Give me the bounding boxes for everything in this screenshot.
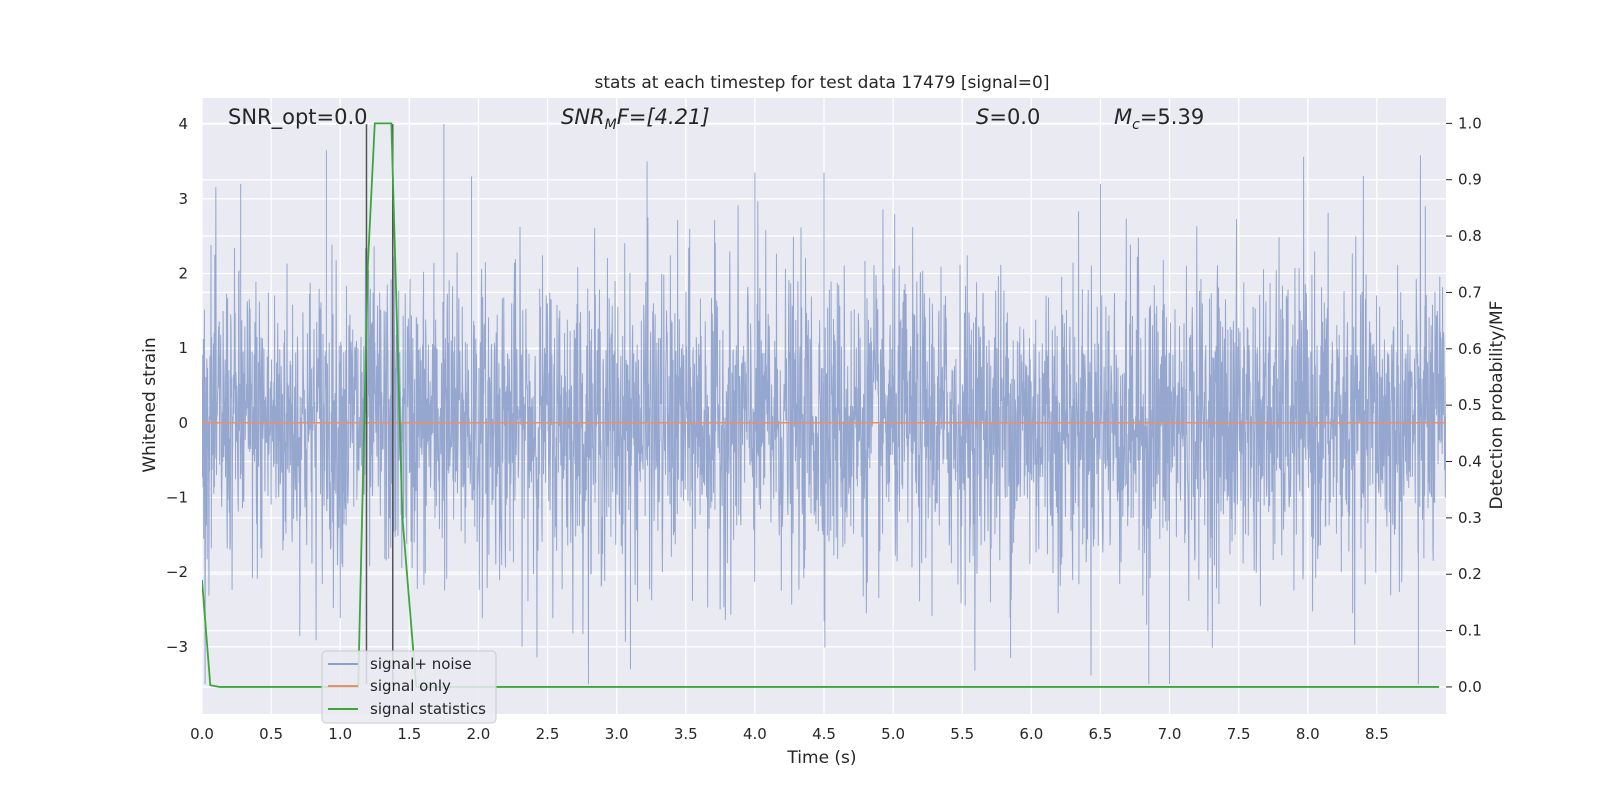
x-tick-label: 8.5 — [1365, 725, 1389, 743]
y-right-tick-label: 0.4 — [1458, 453, 1482, 471]
annotation-mc-rest: =5.39 — [1140, 105, 1204, 129]
x-axis-label: Time (s) — [786, 748, 856, 768]
annotation-snr-opt: SNR_opt=0.0 — [228, 105, 368, 130]
y-right-tick-label: 0.8 — [1458, 227, 1482, 245]
annotation-snr-mf-sub: M — [605, 117, 617, 133]
chart-title: stats at each timestep for test data 174… — [595, 73, 1050, 93]
y-right-tick-label: 0.5 — [1458, 396, 1482, 414]
x-tick-label: 3.5 — [674, 725, 698, 743]
x-tick-label: 1.5 — [397, 725, 421, 743]
legend-box — [321, 650, 497, 724]
x-tick-label: 7.0 — [1158, 725, 1182, 743]
y-right-tick-label: 0.1 — [1458, 622, 1482, 640]
annotation-mc: Mc=5.39 — [1114, 105, 1204, 133]
y-right-tick-label: 0.3 — [1458, 509, 1482, 527]
x-tick-label: 3.0 — [605, 725, 629, 743]
x-tick-label: 8.0 — [1296, 725, 1320, 743]
y-right-tick-label: 0.7 — [1458, 283, 1482, 301]
y-right-tick-label: 1.0 — [1458, 114, 1482, 132]
annotation-mc-sub: c — [1132, 117, 1140, 133]
annotation-s-rest: =0.0 — [989, 105, 1040, 129]
y-left-tick-label: 0 — [178, 414, 188, 432]
y-left-tick-label: −2 — [166, 563, 188, 581]
x-tick-label: 1.0 — [328, 725, 352, 743]
x-tick-label: 0.0 — [190, 725, 214, 743]
legend-label-signal-statistics: signal statistics — [370, 700, 486, 718]
y-right-tick-label: 0.9 — [1458, 171, 1482, 189]
y-left-tick-label: −1 — [166, 488, 188, 506]
x-tick-label: 5.5 — [950, 725, 974, 743]
annotation-snr-mf-base: SNR — [561, 105, 605, 129]
legend: signal+ noise signal only signal statist… — [321, 650, 497, 724]
y-right-tick-label: 0.0 — [1458, 678, 1482, 696]
right-axis-label: Detection probability/MF — [1487, 301, 1507, 510]
x-tick-label: 2.5 — [536, 725, 560, 743]
x-tick-label: 2.0 — [467, 725, 491, 743]
legend-label-signal-noise: signal+ noise — [370, 655, 472, 673]
series-signal-plus-noise — [202, 124, 1446, 685]
y-right-tick-label: 0.6 — [1458, 340, 1482, 358]
y-left-tick-label: 4 — [178, 115, 188, 133]
annotation-snr-mf: SNRMF=[4.21] — [561, 105, 710, 133]
annotation-mc-base: M — [1114, 105, 1132, 129]
annotation-s: S=0.0 — [976, 105, 1040, 129]
y-left-tick-label: 1 — [178, 339, 188, 357]
left-axis-ticks: 4 3 2 1 0 −1 −2 −3 — [166, 115, 188, 656]
y-left-tick-label: 3 — [178, 190, 188, 208]
y-right-tick-label: 0.2 — [1458, 565, 1482, 583]
x-tick-label: 5.0 — [881, 725, 905, 743]
x-tick-label: 7.5 — [1227, 725, 1251, 743]
x-tick-label: 4.0 — [743, 725, 767, 743]
annotation-snr-mf-rest: F=[4.21] — [617, 105, 710, 129]
y-left-tick-label: 2 — [178, 264, 188, 282]
x-tick-label: 6.5 — [1089, 725, 1113, 743]
x-tick-label: 6.0 — [1019, 725, 1043, 743]
x-tick-label: 4.5 — [812, 725, 836, 743]
annotation-s-sym: S — [976, 105, 989, 129]
x-axis-ticks: 0.0 0.5 1.0 1.5 2.0 2.5 3.0 3.5 4.0 4.5 5.0 5.5 6.0 6… — [190, 725, 1389, 743]
right-axis-ticks: 1.0 0.9 0.8 0.7 0.6 0.5 0.4 0.3 0.2 0.1 0.0 — [1446, 114, 1482, 696]
x-tick-label: 0.5 — [259, 725, 283, 743]
y-left-tick-label: −3 — [166, 638, 188, 656]
left-axis-label: Whitened strain — [140, 337, 160, 472]
legend-label-signal-only: signal only — [370, 677, 451, 695]
